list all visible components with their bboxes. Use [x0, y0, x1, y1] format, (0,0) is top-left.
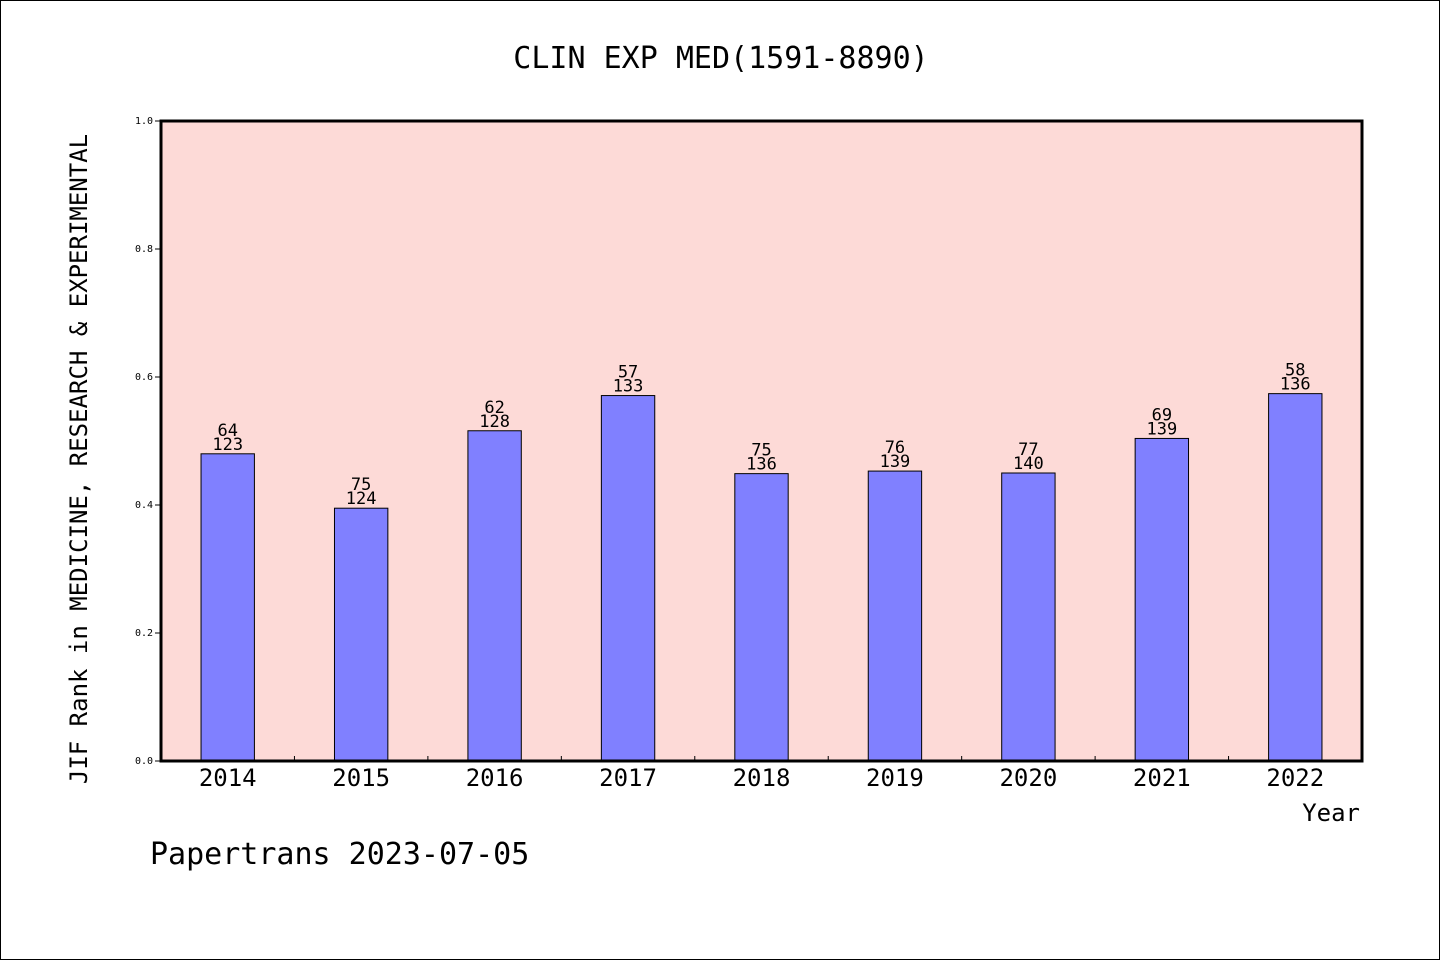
bar-total-label: 128: [479, 412, 510, 432]
y-tick-label: 1.0: [135, 116, 153, 127]
bar-rank-label: 75: [751, 441, 771, 461]
bar: [467, 430, 522, 762]
bar-total-label: 139: [880, 452, 911, 472]
x-tick-label: 2020: [999, 764, 1057, 792]
y-tick-label: 0.4: [135, 500, 153, 511]
x-tick-label: 2015: [332, 764, 390, 792]
bar-rank-label: 64: [217, 421, 237, 441]
bar-rank-label: 77: [1018, 440, 1038, 460]
x-axis-label: Year: [1302, 799, 1360, 827]
y-axis-ticks: 0.0 0.2 0.4 0.6 0.8 1.0: [135, 116, 161, 767]
bar: [200, 453, 255, 762]
bar-total-label: 136: [1280, 375, 1311, 395]
y-tick-label: 0.6: [135, 372, 153, 383]
bar: [1268, 393, 1323, 762]
y-axis-label: JIF Rank in MEDICINE, RESEARCH & EXPERIM…: [65, 134, 93, 784]
x-tick-label: 2018: [733, 764, 791, 792]
chart-title: CLIN EXP MED(1591-8890): [513, 41, 928, 76]
y-tick-label: 0.2: [135, 628, 153, 639]
bar: [1001, 472, 1056, 762]
x-tick-label: 2021: [1133, 764, 1191, 792]
bar-total-label: 139: [1146, 419, 1177, 439]
bar-rank-label: 69: [1152, 405, 1172, 425]
bar-rank-label: 62: [484, 398, 504, 418]
bar-rank-label: 75: [351, 475, 371, 495]
bar: [1134, 437, 1190, 762]
bars-group: 6412375124621285713375136761397714069139…: [200, 361, 1323, 762]
x-axis-ticks: 2014 2015 2016 2017 2018 2019 2020 2021 2022: [199, 756, 1324, 792]
x-tick-label: 2019: [866, 764, 924, 792]
bar-rank-label: 57: [618, 363, 638, 383]
bar-total-label: 133: [613, 377, 644, 397]
x-tick-label: 2022: [1266, 764, 1324, 792]
x-tick-label: 2016: [466, 764, 524, 792]
y-tick-label: 0.0: [135, 756, 153, 767]
bar-rank-label: 58: [1285, 361, 1305, 381]
plot-border: [159, 119, 1364, 763]
bar: [333, 507, 389, 762]
bar: [600, 395, 656, 762]
bar-rank-label: 76: [885, 438, 905, 458]
x-tick-label: 2014: [199, 764, 257, 792]
footer-text: Papertrans 2023-07-05: [150, 837, 529, 872]
bar-total-label: 123: [212, 435, 243, 455]
x-tick-label: 2017: [599, 764, 657, 792]
y-tick-label: 0.8: [135, 244, 153, 255]
bar-total-label: 140: [1013, 454, 1044, 474]
bar-total-label: 136: [746, 455, 777, 475]
bar-total-label: 124: [346, 489, 377, 509]
bar: [867, 470, 923, 762]
bar: [734, 473, 789, 762]
